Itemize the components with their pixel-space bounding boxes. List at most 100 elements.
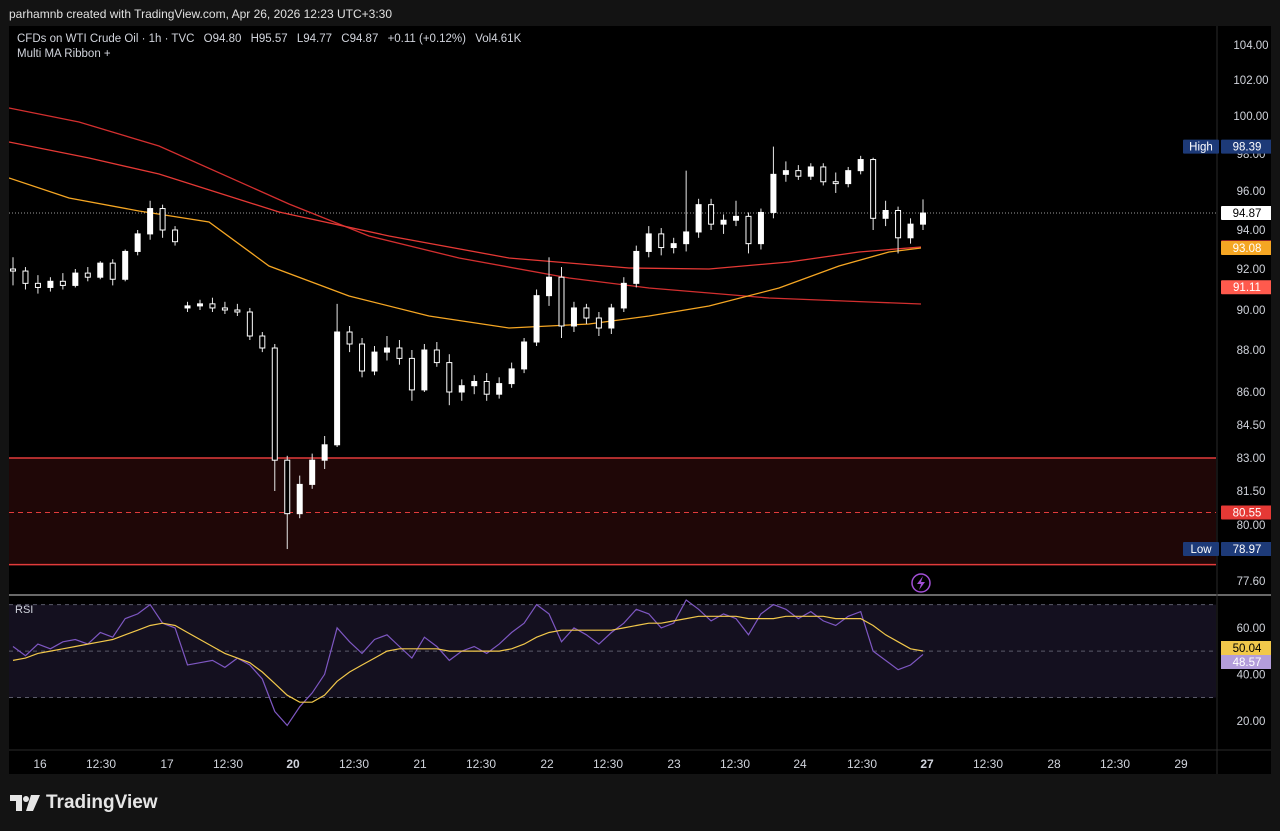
tradingview-brand[interactable]: TradingView (10, 792, 158, 814)
price-badge-value: 98.39 (1233, 142, 1262, 154)
candle-body (209, 303, 216, 309)
candle-body (172, 229, 179, 243)
ma-fast-line (9, 177, 922, 329)
candle-body (246, 311, 253, 337)
candle-body (10, 268, 16, 272)
price-badge-value: 94.87 (1233, 208, 1262, 220)
candle-body (159, 208, 166, 231)
candle-body (321, 444, 328, 461)
price-tick-label: 104.00 (1233, 40, 1268, 52)
price-tick-label: 100.00 (1233, 111, 1268, 123)
candle-body (595, 317, 602, 329)
candle-body (533, 295, 540, 343)
lightning-icon-bolt (917, 576, 925, 590)
time-tick-label: 23 (667, 757, 681, 771)
candle-body (221, 307, 228, 311)
candle-body (570, 307, 577, 327)
time-tick-label: 16 (33, 757, 47, 771)
time-tick-label: 17 (160, 757, 174, 771)
candle-body (820, 166, 827, 183)
candle-body (695, 204, 702, 233)
candle-body (807, 166, 814, 177)
candle-body (471, 381, 478, 387)
candle-body (870, 159, 877, 219)
candle-body (296, 483, 303, 515)
candle-body (795, 170, 802, 177)
time-tick-label: 12:30 (847, 757, 877, 771)
candle-body (97, 262, 104, 278)
price-badge (1221, 240, 1271, 255)
price-tick-label: 80.00 (1237, 520, 1266, 532)
candle-body (882, 210, 889, 219)
legend-symbol[interactable]: CFDs on WTI Crude Oil · 1h · TVC (17, 33, 195, 45)
candle-body (745, 215, 752, 245)
rsi-pane-label[interactable]: RSI (15, 604, 34, 616)
legend-indicator[interactable]: Multi MA Ribbon + (17, 48, 111, 60)
time-tick-label: 12:30 (466, 757, 496, 771)
footer (0, 775, 1280, 831)
candle-body (59, 280, 66, 286)
price-badge (1221, 542, 1271, 557)
candle-body (196, 303, 203, 307)
candle-body (782, 170, 789, 175)
legend-close: C94.87 (341, 33, 379, 45)
candle-body (122, 250, 129, 280)
candle-body (47, 280, 54, 288)
price-tick-label: 81.50 (1237, 486, 1266, 498)
time-tick-label: 21 (413, 757, 427, 771)
time-tick-label: 12:30 (339, 757, 369, 771)
candle-body (334, 331, 341, 446)
price-tag-label-bg (1183, 139, 1219, 154)
candle-body (546, 276, 553, 297)
legend-low: L94.77 (296, 33, 333, 45)
price-badge (1221, 280, 1271, 295)
candle-body (34, 282, 41, 288)
price-tag-label-bg (1183, 542, 1219, 557)
candle-body (309, 459, 316, 485)
candle-body (22, 270, 29, 284)
rsi-badge-value: 48.57 (1233, 657, 1262, 669)
candle-body (832, 181, 839, 185)
candle-body (371, 351, 378, 372)
rsi-tick-label: 60.00 (1237, 623, 1266, 635)
rsi-tick-label: 40.00 (1237, 669, 1266, 681)
rsi-tick-label: 20.00 (1237, 716, 1266, 728)
candle-body (483, 381, 490, 395)
time-tick-label: 29 (1174, 757, 1188, 771)
price-chart[interactable]: 104.00102.00100.0098.0096.0094.0092.0090… (9, 26, 1271, 774)
candle-body (845, 170, 852, 185)
price-badge-value: 91.11 (1233, 282, 1261, 294)
candle-body (396, 347, 403, 359)
time-tick-label: 20 (286, 757, 300, 771)
candle-body (271, 347, 278, 461)
price-tick-label: 86.00 (1237, 387, 1266, 399)
candle-body (857, 159, 864, 172)
candle-body (708, 204, 715, 225)
chart-credit: parhamnb created with TradingView.com, A… (9, 7, 393, 21)
price-tick-label: 77.60 (1237, 576, 1266, 588)
time-tick-label: 24 (793, 757, 807, 771)
candle-body (720, 219, 727, 225)
candle-body (184, 305, 191, 309)
candle-body (383, 347, 390, 353)
candle-body (408, 357, 415, 391)
time-tick-label: 12:30 (593, 757, 623, 771)
price-tick-label: 90.00 (1237, 305, 1266, 317)
candle-body (608, 307, 615, 329)
candle-body (458, 385, 465, 393)
brand-name: TradingView (46, 792, 158, 813)
candle-body (421, 349, 428, 391)
legend-open: O94.80 (203, 33, 242, 45)
price-tag-label: High (1189, 142, 1213, 154)
candle-body (757, 211, 764, 245)
candle-body (733, 215, 740, 221)
candle-body (683, 231, 690, 245)
lightning-icon[interactable] (911, 573, 931, 593)
candle-body (658, 233, 665, 249)
candle-body (558, 276, 565, 327)
ma-slow-line (9, 107, 922, 305)
candle-body (147, 208, 154, 235)
candle-body (109, 262, 116, 280)
price-badge (1221, 206, 1271, 221)
candle-body (234, 309, 241, 313)
